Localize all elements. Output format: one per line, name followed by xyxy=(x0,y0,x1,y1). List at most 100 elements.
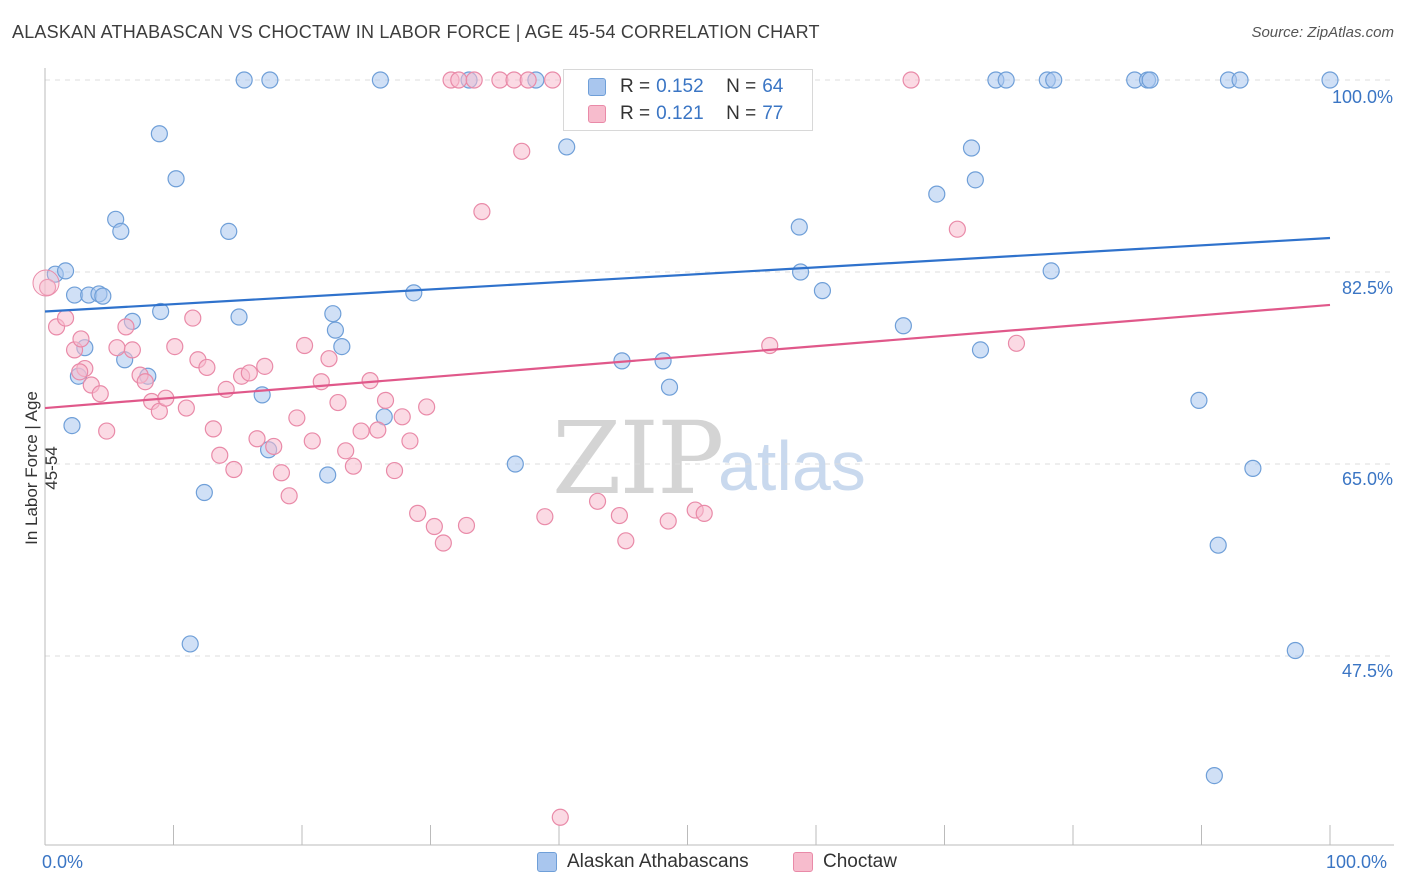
choctaw-point xyxy=(117,318,135,336)
choctaw-point xyxy=(513,142,531,160)
choctaw-point xyxy=(418,398,436,416)
choctaw-point xyxy=(401,432,419,450)
choctaw-point xyxy=(551,808,569,826)
athabascan-point xyxy=(971,341,990,359)
choctaw-point xyxy=(376,391,395,409)
athabascan-trend-line xyxy=(44,236,1331,313)
athabascan-legend-label: Alaskan Athabascans xyxy=(567,851,749,872)
watermark-atlas: atlas xyxy=(718,427,866,505)
choctaw-swatch xyxy=(588,105,606,123)
y-axis-label: In Labor Force | Age 45-54 xyxy=(22,391,61,545)
choctaw-point xyxy=(98,422,116,440)
choctaw-point xyxy=(543,71,562,89)
legend-r-label: R = xyxy=(620,76,651,97)
choctaw-cluster-point xyxy=(32,269,60,297)
chart-title: ALASKAN ATHABASCAN VS CHOCTAW IN LABOR F… xyxy=(12,22,820,42)
athabascan-point xyxy=(506,455,524,473)
choctaw-point xyxy=(519,71,537,89)
choctaw-point xyxy=(450,71,468,89)
athabascan-point xyxy=(326,321,345,339)
athabascan-legend-swatch xyxy=(537,852,557,872)
choctaw-point xyxy=(902,71,920,89)
choctaw-point xyxy=(108,339,126,357)
choctaw-point xyxy=(369,421,387,439)
athabascan-point xyxy=(1045,71,1063,89)
choctaw-point xyxy=(256,357,274,375)
athabascan-point xyxy=(558,138,576,156)
x-tick-label-min: 0.0% xyxy=(42,852,84,872)
choctaw-point xyxy=(225,460,243,479)
athabascan-point xyxy=(319,466,337,484)
athabascan-point xyxy=(235,71,253,89)
athabascan-point xyxy=(962,139,981,157)
choctaw-point xyxy=(409,504,427,522)
choctaw-point xyxy=(295,336,314,355)
choctaw-point xyxy=(38,278,57,296)
choctaw-point xyxy=(184,309,202,327)
athabascan-point xyxy=(997,71,1015,89)
choctaw-point xyxy=(948,220,966,238)
choctaw-point xyxy=(329,393,347,412)
athabascan-swatch xyxy=(588,78,606,96)
choctaw-point xyxy=(617,532,635,550)
athabascan-point xyxy=(894,317,912,335)
legend-r-value: 0.121 xyxy=(656,103,704,124)
athabascan-point xyxy=(791,263,810,281)
choctaw-point xyxy=(288,409,306,427)
athabascan-point xyxy=(230,308,248,326)
legend-n-value: 64 xyxy=(762,76,784,97)
choctaw-point xyxy=(265,437,283,456)
athabascan-point xyxy=(928,185,946,203)
choctaw-point xyxy=(166,338,184,356)
athabascan-point xyxy=(1244,459,1262,477)
choctaw-point xyxy=(72,330,90,348)
choctaw-legend-label: Choctaw xyxy=(823,851,897,872)
athabascan-point xyxy=(112,222,130,241)
correlation-legend: R = 0.152 N = 64 R = 0.121 N = 77 xyxy=(563,69,813,131)
choctaw-point xyxy=(337,442,355,460)
athabascan-point xyxy=(371,71,389,89)
athabascan-point xyxy=(167,170,185,188)
choctaw-point xyxy=(204,420,222,438)
athabascan-point xyxy=(1190,391,1208,409)
athabascan-point xyxy=(333,338,351,356)
athabascan-point xyxy=(660,378,679,396)
legend-row-choctaw: R = 0.121 N = 77 xyxy=(588,102,783,126)
legend-r-value: 0.152 xyxy=(656,76,704,97)
choctaw-point xyxy=(272,464,291,482)
athabascan-point xyxy=(94,287,112,305)
source-credit: Source: ZipAtlas.com xyxy=(1251,24,1394,41)
bottom-legend-athabascan: Alaskan Athabascans xyxy=(537,851,749,873)
legend-n-label: N = xyxy=(726,103,757,124)
choctaw-point xyxy=(344,457,362,475)
choctaw-point xyxy=(434,534,452,552)
athabascan-point xyxy=(1042,262,1060,280)
athabascan-point xyxy=(150,125,168,143)
choctaw-trend-line xyxy=(44,303,1331,410)
athabascan-point xyxy=(220,222,238,241)
athabascan-point xyxy=(56,262,75,280)
y-tick-label-47-5: 47.5% xyxy=(1341,661,1393,681)
athabascan-point xyxy=(1141,71,1159,89)
choctaw-point xyxy=(320,350,338,368)
athabascan-point xyxy=(1209,536,1227,554)
legend-row-athabascan: R = 0.152 N = 64 xyxy=(588,75,783,99)
choctaw-point xyxy=(280,487,298,505)
bottom-legend-choctaw: Choctaw xyxy=(793,851,897,873)
choctaw-point xyxy=(695,504,713,522)
athabascan-point xyxy=(63,417,81,435)
legend-r-label: R = xyxy=(620,103,651,124)
choctaw-point xyxy=(465,71,483,89)
athabascan-point xyxy=(790,218,808,236)
watermark-zip: ZIP xyxy=(552,400,724,517)
choctaw-point xyxy=(393,408,411,426)
legend-n-value: 77 xyxy=(762,103,784,124)
choctaw-point xyxy=(385,461,404,480)
legend-n-label: N = xyxy=(726,76,757,97)
choctaw-point xyxy=(536,508,554,526)
choctaw-point xyxy=(473,203,491,221)
choctaw-point xyxy=(71,363,89,381)
athabascan-point xyxy=(654,352,672,370)
choctaw-point xyxy=(91,385,109,403)
choctaw-point xyxy=(240,364,258,382)
